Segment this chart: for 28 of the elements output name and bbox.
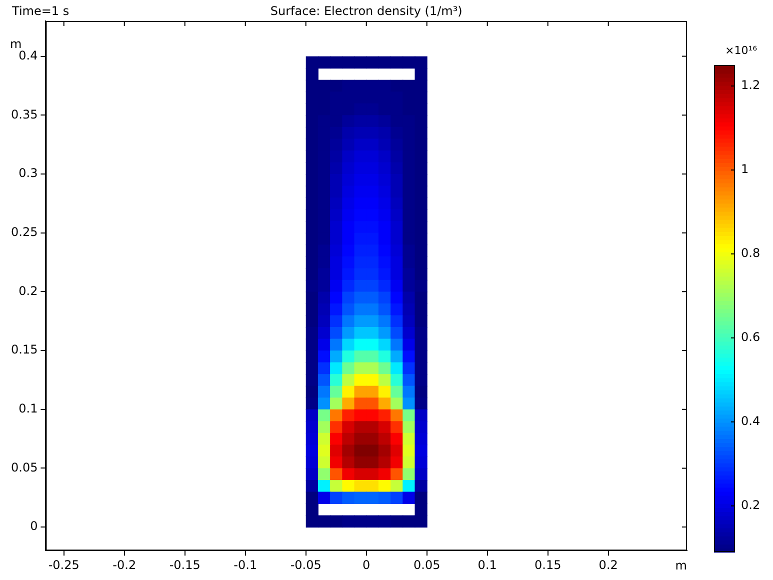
x-tick-label: -0.05 xyxy=(290,558,322,572)
color-bar-title: ×10¹⁶ xyxy=(724,44,758,57)
y-tick-label: 0 xyxy=(30,519,38,534)
x-tick-label: 0.15 xyxy=(534,558,562,572)
color-bar-label: 1 xyxy=(741,162,749,176)
color-bar-label: 0.6 xyxy=(741,330,760,344)
y-tick-label: 0.1 xyxy=(18,402,38,416)
y-tick-label: 0.3 xyxy=(18,166,38,180)
y-tick-label: 0.25 xyxy=(11,224,38,239)
color-bar-label: 0.8 xyxy=(741,246,760,260)
x-axis-title: m xyxy=(675,558,687,573)
x-tick-label: -0.15 xyxy=(169,558,200,572)
text: Time=1 s xyxy=(11,4,70,18)
x-tick-label: 0.05 xyxy=(414,558,440,572)
x-tick-label: 0.1 xyxy=(478,558,497,572)
color-bar-label: 0.4 xyxy=(741,414,760,428)
x-tick-label: -0.1 xyxy=(234,558,258,572)
y-tick-label: 0.35 xyxy=(11,107,38,122)
y-tick-label: 0.15 xyxy=(11,342,38,357)
color-bar-label: 0.2 xyxy=(741,498,760,512)
x-tick-label: 0 xyxy=(362,558,370,572)
color-bar-label: 1.2 xyxy=(741,78,760,92)
x-tick-label: 0.2 xyxy=(598,558,618,572)
chart-title: Surface: Electron density (1/m³) xyxy=(270,4,462,18)
y-tick-label: 0.2 xyxy=(18,284,38,298)
x-tick-label: -0.25 xyxy=(48,558,80,572)
x-tick-label: -0.2 xyxy=(112,558,136,572)
y-tick-label: 0.05 xyxy=(11,460,38,474)
